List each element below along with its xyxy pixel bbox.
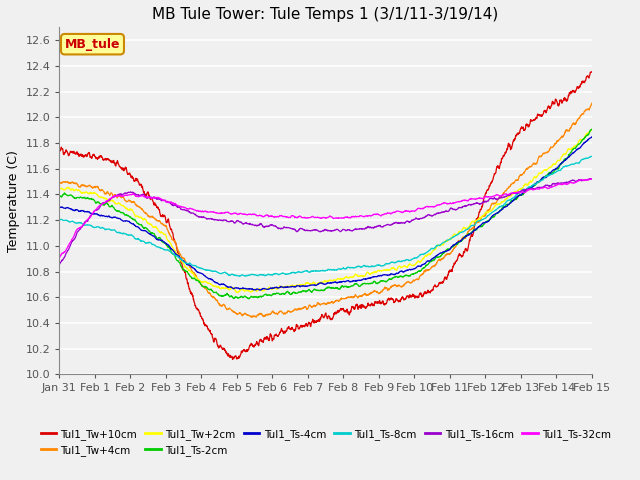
Tul1_Ts-4cm bbox=[83, 209, 90, 215]
Tul1_Ts-2cm bbox=[588, 127, 596, 132]
Legend: Tul1_Tw+10cm, Tul1_Tw+4cm, Tul1_Tw+2cm, Tul1_Ts-2cm, Tul1_Ts-4cm, Tul1_Ts-8cm, T: Tul1_Tw+10cm, Tul1_Tw+4cm, Tul1_Tw+2cm, … bbox=[36, 425, 615, 460]
Tul1_Ts-2cm bbox=[56, 192, 63, 198]
Tul1_Ts-8cm bbox=[573, 160, 580, 166]
Tul1_Ts-2cm bbox=[315, 288, 323, 293]
Tul1_Ts-2cm bbox=[588, 126, 595, 132]
Tul1_Ts-8cm bbox=[236, 274, 243, 279]
Tul1_Tw+10cm bbox=[573, 86, 580, 92]
Tul1_Tw+10cm bbox=[56, 147, 63, 153]
Tul1_Ts-16cm bbox=[573, 178, 580, 184]
Tul1_Ts-2cm bbox=[301, 288, 308, 294]
Tul1_Tw+10cm bbox=[301, 323, 308, 328]
Tul1_Ts-32cm bbox=[573, 179, 580, 185]
Tul1_Tw+10cm bbox=[475, 211, 483, 216]
Tul1_Tw+2cm bbox=[573, 143, 580, 148]
Tul1_Ts-16cm bbox=[83, 218, 90, 224]
Tul1_Ts-4cm bbox=[301, 283, 308, 289]
Line: Tul1_Tw+2cm: Tul1_Tw+2cm bbox=[60, 129, 592, 293]
Tul1_Ts-8cm bbox=[573, 160, 580, 166]
Line: Tul1_Tw+10cm: Tul1_Tw+10cm bbox=[60, 72, 592, 360]
Line: Tul1_Ts-32cm: Tul1_Ts-32cm bbox=[60, 179, 592, 258]
Y-axis label: Temperature (C): Temperature (C) bbox=[7, 150, 20, 252]
Tul1_Tw+10cm bbox=[315, 317, 323, 323]
Tul1_Ts-4cm bbox=[315, 281, 323, 287]
Tul1_Tw+4cm bbox=[475, 219, 483, 225]
Tul1_Tw+4cm bbox=[83, 183, 90, 189]
Tul1_Ts-32cm bbox=[475, 195, 483, 201]
Tul1_Ts-8cm bbox=[83, 222, 90, 228]
Line: Tul1_Ts-8cm: Tul1_Ts-8cm bbox=[60, 156, 592, 276]
Tul1_Ts-8cm bbox=[588, 154, 595, 159]
Tul1_Ts-2cm bbox=[475, 224, 483, 229]
Title: MB Tule Tower: Tule Temps 1 (3/1/11-3/19/14): MB Tule Tower: Tule Temps 1 (3/1/11-3/19… bbox=[152, 7, 499, 22]
Tul1_Tw+4cm bbox=[315, 301, 323, 307]
Tul1_Ts-2cm bbox=[573, 144, 580, 149]
Tul1_Ts-4cm bbox=[256, 287, 264, 293]
Tul1_Ts-16cm bbox=[300, 227, 308, 232]
Tul1_Ts-2cm bbox=[246, 296, 253, 301]
Tul1_Ts-32cm bbox=[314, 215, 322, 220]
Tul1_Ts-4cm bbox=[588, 134, 596, 140]
Tul1_Tw+2cm bbox=[573, 143, 580, 149]
Tul1_Ts-32cm bbox=[83, 217, 90, 223]
Tul1_Ts-32cm bbox=[56, 255, 63, 261]
Line: Tul1_Ts-2cm: Tul1_Ts-2cm bbox=[60, 129, 592, 299]
Line: Tul1_Ts-4cm: Tul1_Ts-4cm bbox=[60, 137, 592, 290]
Tul1_Tw+10cm bbox=[229, 357, 237, 362]
Tul1_Ts-32cm bbox=[572, 179, 580, 185]
Tul1_Ts-8cm bbox=[56, 216, 63, 222]
Tul1_Ts-4cm bbox=[573, 147, 580, 153]
Tul1_Ts-16cm bbox=[586, 176, 594, 181]
Tul1_Ts-8cm bbox=[475, 218, 483, 224]
Tul1_Tw+4cm bbox=[573, 119, 580, 124]
Tul1_Ts-16cm bbox=[572, 179, 580, 184]
Tul1_Ts-4cm bbox=[573, 147, 580, 153]
Tul1_Tw+4cm bbox=[301, 304, 308, 310]
Tul1_Ts-16cm bbox=[475, 201, 483, 206]
Tul1_Ts-4cm bbox=[475, 224, 483, 230]
Tul1_Ts-32cm bbox=[588, 176, 596, 182]
Tul1_Ts-8cm bbox=[315, 268, 323, 274]
Tul1_Ts-4cm bbox=[56, 204, 63, 210]
Tul1_Tw+4cm bbox=[252, 314, 260, 320]
Tul1_Ts-16cm bbox=[56, 262, 63, 267]
Tul1_Tw+2cm bbox=[56, 186, 63, 192]
Tul1_Tw+2cm bbox=[234, 290, 242, 296]
Tul1_Tw+2cm bbox=[588, 126, 596, 132]
Tul1_Ts-16cm bbox=[588, 176, 596, 182]
Tul1_Tw+2cm bbox=[301, 282, 308, 288]
Tul1_Tw+4cm bbox=[588, 100, 596, 106]
Tul1_Tw+4cm bbox=[56, 179, 63, 185]
Tul1_Ts-2cm bbox=[573, 144, 580, 150]
Line: Tul1_Ts-16cm: Tul1_Ts-16cm bbox=[60, 179, 592, 264]
Tul1_Tw+10cm bbox=[587, 69, 595, 75]
Text: MB_tule: MB_tule bbox=[65, 38, 120, 51]
Tul1_Ts-2cm bbox=[83, 195, 90, 201]
Tul1_Ts-32cm bbox=[300, 215, 308, 220]
Tul1_Ts-16cm bbox=[314, 228, 322, 234]
Tul1_Ts-8cm bbox=[301, 268, 308, 274]
Tul1_Tw+2cm bbox=[475, 215, 483, 221]
Tul1_Tw+10cm bbox=[83, 154, 90, 159]
Tul1_Tw+2cm bbox=[83, 189, 90, 195]
Tul1_Tw+10cm bbox=[588, 69, 596, 75]
Tul1_Tw+10cm bbox=[573, 87, 580, 93]
Line: Tul1_Tw+4cm: Tul1_Tw+4cm bbox=[60, 103, 592, 317]
Tul1_Ts-32cm bbox=[587, 176, 595, 181]
Tul1_Ts-8cm bbox=[588, 154, 596, 159]
Tul1_Tw+4cm bbox=[573, 120, 580, 125]
Tul1_Tw+2cm bbox=[315, 280, 323, 286]
